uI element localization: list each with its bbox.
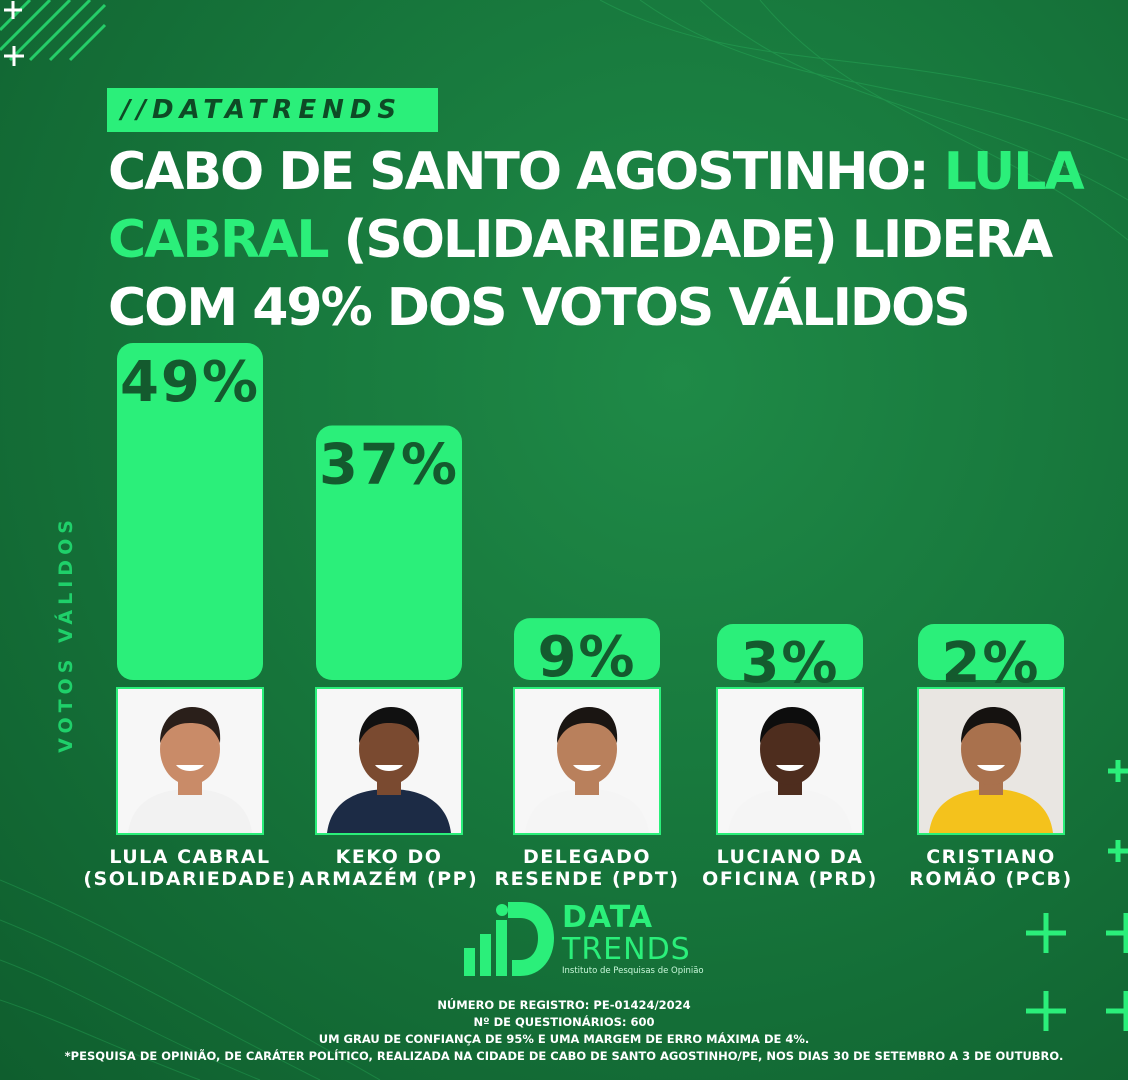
footer-confianca: UM GRAU DE CONFIANÇA DE 95% E UMA MARGEM…	[318, 1032, 810, 1046]
bar-value-label-1: 49%	[120, 350, 260, 415]
bar-value-label-4: 3%	[740, 631, 839, 696]
portrait-icon	[515, 689, 659, 833]
candidate-photo-2	[315, 687, 463, 835]
candidate-name-line1: KEKO DO	[335, 846, 443, 868]
candidate-name-line2: RESENDE (PDT)	[494, 868, 680, 890]
bar-value-label-5: 2%	[941, 631, 1040, 696]
brand-tag: //DATATRENDS	[107, 88, 438, 132]
candidate-name-line1: DELEGADO	[522, 846, 652, 868]
candidate-name-line2: OFICINA (PRD)	[702, 868, 878, 890]
candidate-name-line2: ARMAZÉM (PP)	[299, 868, 479, 890]
headline-line3: COM 49% DOS VOTOS VÁLIDOS	[108, 278, 971, 338]
logo-text-data: DATA	[562, 900, 654, 935]
bar-3	[514, 618, 660, 680]
headline-line2: CABRAL (SOLIDARIEDADE) LIDERA	[108, 210, 1053, 270]
candidate-name-line1: CRISTIANO	[926, 846, 1056, 868]
candidate-name-line2: ROMÃO (PCB)	[909, 868, 1073, 890]
candidate-name-1: LULA CABRAL (SOLIDARIEDADE)	[80, 846, 300, 890]
candidate-photo-5	[917, 687, 1065, 835]
candidate-name-line1: LUCIANO DA	[716, 846, 864, 868]
candidate-photo-1	[116, 687, 264, 835]
candidate-name-4: LUCIANO DA OFICINA (PRD)	[680, 846, 900, 890]
logo-text-trends: TRENDS	[562, 932, 691, 967]
footer-questionarios: Nº DE QUESTIONÁRIOS: 600	[473, 1015, 655, 1029]
bar-value-label-2: 37%	[319, 433, 459, 498]
portrait-icon	[118, 689, 262, 833]
logo-mark-icon	[464, 902, 554, 976]
candidate-photo-4	[716, 687, 864, 835]
candidate-name-line2: (SOLIDARIEDADE)	[83, 868, 297, 890]
candidate-name-5: CRISTIANO ROMÃO (PCB)	[881, 846, 1101, 890]
footer-pesquisa: *PESQUISA DE OPINIÃO, DE CARÁTER POLÍTIC…	[64, 1049, 1064, 1063]
bar-4	[717, 624, 863, 680]
portrait-icon	[919, 689, 1063, 833]
bar-value-label-3: 9%	[537, 625, 636, 690]
candidate-name-2: KEKO DO ARMAZÉM (PP)	[279, 846, 499, 890]
bar-5	[918, 624, 1064, 680]
footer-registro: NÚMERO DE REGISTRO: PE-01424/2024	[437, 998, 691, 1012]
candidate-name-3: DELEGADO RESENDE (PDT)	[477, 846, 697, 890]
candidate-photo-3	[513, 687, 661, 835]
headline-line1: CABO DE SANTO AGOSTINHO: LULA	[108, 142, 1085, 202]
logo-subtitle: Instituto de Pesquisas de Opinião	[562, 966, 704, 976]
portrait-icon	[317, 689, 461, 833]
datatrends-logo: DATA TRENDS Instituto de Pesquisas de Op…	[462, 898, 704, 980]
bar-1	[117, 343, 263, 680]
candidate-name-line1: LULA CABRAL	[109, 846, 271, 868]
headline: CABO DE SANTO AGOSTINHO: LULA CABRAL (SO…	[108, 138, 1118, 342]
bar-2	[316, 425, 462, 680]
portrait-icon	[718, 689, 862, 833]
